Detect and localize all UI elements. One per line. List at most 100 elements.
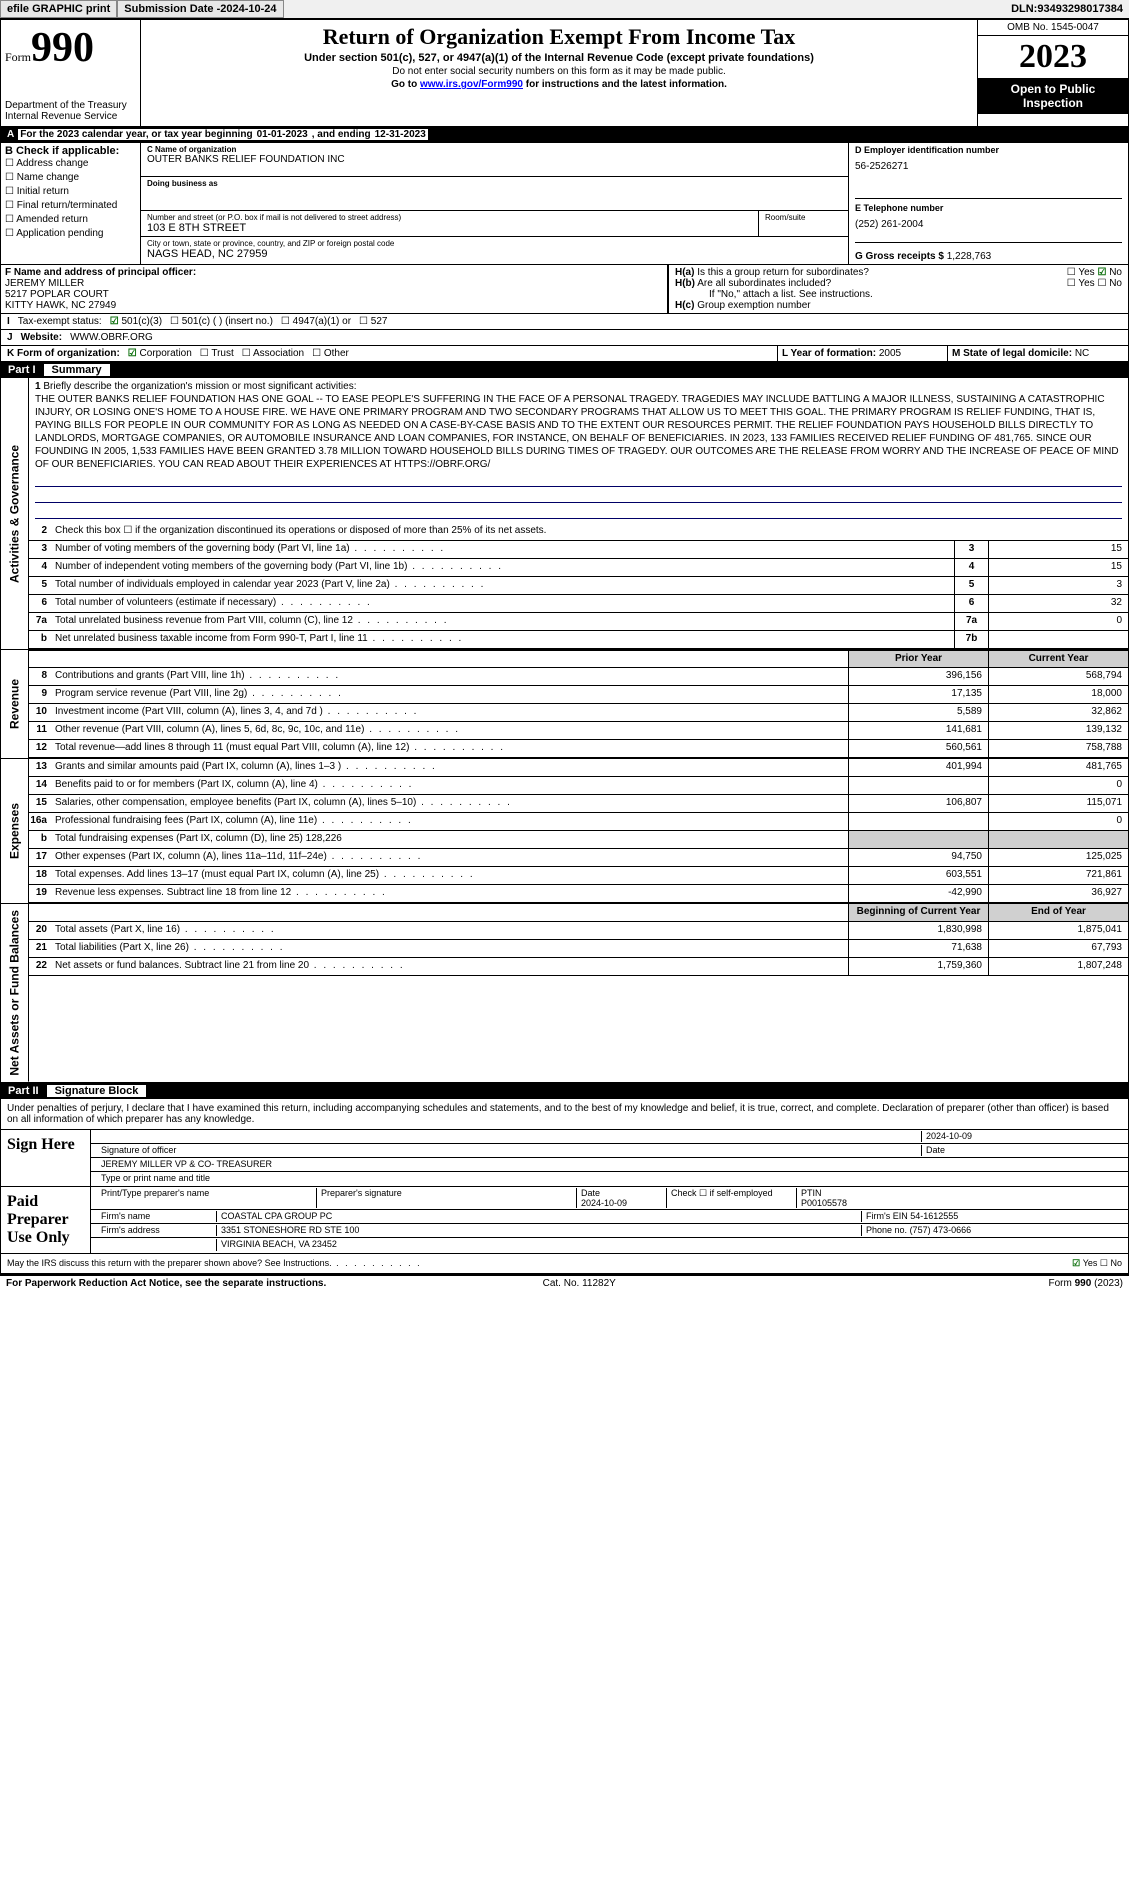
ein-value: 56-2526271 (855, 161, 1122, 172)
firm-addr-label: Firm's address (97, 1225, 217, 1236)
ck-initial-return[interactable]: Initial return (5, 185, 136, 199)
ha-yes[interactable]: Yes (1067, 267, 1095, 278)
h-a: H(a) Is this a group return for subordin… (675, 267, 1122, 278)
phone-value: (252) 261-2004 (855, 219, 1122, 230)
h-b: H(b) Are all subordinates included? Yes … (675, 278, 1122, 289)
ck-amended-return[interactable]: Amended return (5, 213, 136, 227)
line-i: I Tax-exempt status: 501(c)(3) 501(c) ( … (0, 314, 1129, 330)
ck-other[interactable]: Other (312, 348, 349, 359)
prep-date: 2024-10-09 (581, 1198, 627, 1208)
omb-number: OMB No. 1545-0047 (978, 20, 1128, 36)
page-footer: For Paperwork Reduction Act Notice, see … (0, 1275, 1129, 1291)
vtab-governance: Activities & Governance (1, 378, 29, 649)
discuss-preparer: May the IRS discuss this return with the… (7, 1258, 422, 1269)
sig-officer-label: Signature of officer (97, 1145, 922, 1156)
hb-no[interactable]: No (1097, 278, 1122, 289)
org-name-box: C Name of organizationOUTER BANKS RELIEF… (141, 143, 848, 177)
sign-here-label: Sign Here (1, 1130, 91, 1186)
year-formation: 2005 (879, 348, 901, 359)
ha-no[interactable]: No (1097, 267, 1122, 278)
cat-no: Cat. No. 11282Y (543, 1278, 616, 1289)
hdr-current-year: Current Year (988, 651, 1128, 667)
form-subtitle: Under section 501(c), 527, or 4947(a)(1)… (149, 52, 969, 64)
ck-name-change[interactable]: Name change (5, 171, 136, 185)
ck-4947[interactable]: 4947(a)(1) or (281, 316, 351, 327)
ck-association[interactable]: Association (242, 348, 304, 359)
form-title: Return of Organization Exempt From Incom… (149, 24, 969, 50)
section-fh: F Name and address of principal officer:… (0, 265, 1129, 314)
ein-label: D Employer identification number (855, 145, 1122, 155)
signature-block: Under penalties of perjury, I declare th… (0, 1099, 1129, 1275)
org-name: OUTER BANKS RELIEF FOUNDATION INC (147, 154, 842, 165)
addr-label: Number and street (or P.O. box if mail i… (147, 213, 752, 222)
form-header: Form990 Department of the Treasury Inter… (0, 19, 1129, 127)
date-label: Date (922, 1145, 1122, 1156)
h-c: H(c) Group exemption number (675, 300, 1122, 311)
b-label: B Check if applicable: (5, 145, 119, 157)
ck-trust[interactable]: Trust (200, 348, 234, 359)
sig-date: 2024-10-09 (922, 1131, 1122, 1142)
officer-addr2: KITTY HAWK, NC 27949 (5, 300, 116, 311)
hdr-begin-year: Beginning of Current Year (848, 904, 988, 921)
prep-sig-label: Preparer's signature (317, 1188, 577, 1208)
city-label: City or town, state or province, country… (147, 239, 842, 248)
state-domicile: NC (1075, 348, 1089, 359)
paid-preparer-label: Paid Preparer Use Only (1, 1187, 91, 1253)
ck-address-change[interactable]: Address change (5, 157, 136, 171)
part2-header: Part IISignature Block (0, 1083, 1129, 1099)
vtab-netassets: Net Assets or Fund Balances (1, 904, 29, 1082)
summary-netassets: Net Assets or Fund Balances Beginning of… (0, 904, 1129, 1083)
ck-501c3[interactable]: 501(c)(3) (110, 316, 162, 327)
gross-receipts-value: 1,228,763 (947, 251, 992, 262)
hb-yes[interactable]: Yes (1067, 278, 1095, 289)
room-suite: Room/suite (758, 211, 848, 236)
ck-527[interactable]: 527 (359, 316, 387, 327)
firm-ein: 54-1612555 (910, 1211, 958, 1221)
city-state-zip: NAGS HEAD, NC 27959 (147, 248, 842, 260)
firm-addr1: 3351 STONESHORE RD STE 100 (217, 1225, 862, 1236)
firm-name: COASTAL CPA GROUP PC (217, 1211, 862, 1222)
ck-501c[interactable]: 501(c) ( ) (insert no.) (170, 316, 273, 327)
section-b: B Check if applicable: Address change Na… (1, 143, 141, 264)
ck-application-pending[interactable]: Application pending (5, 227, 136, 241)
submission-date-button[interactable]: Submission Date - 2024-10-24 (117, 0, 283, 18)
officer-name: JEREMY MILLER (5, 278, 84, 289)
open-to-public: Open to Public Inspection (978, 78, 1128, 114)
topbar: efile GRAPHIC print Submission Date - 20… (0, 0, 1129, 19)
mission-text: THE OUTER BANKS RELIEF FOUNDATION HAS ON… (35, 394, 1119, 470)
submission-date: 2024-10-24 (220, 3, 276, 15)
vtab-expenses: Expenses (1, 759, 29, 903)
summary-governance: Activities & Governance 1 Briefly descri… (0, 378, 1129, 650)
gross-receipts-label: G Gross receipts $ (855, 251, 947, 262)
section-bcdeg: B Check if applicable: Address change Na… (0, 143, 1129, 265)
form-ref: Form 990 (2023) (1049, 1278, 1123, 1289)
instructions-note: Go to www.irs.gov/Form990 for instructio… (149, 79, 969, 90)
efile-print-button[interactable]: efile GRAPHIC print (0, 0, 117, 18)
officer-addr1: 5217 POPLAR COURT (5, 289, 109, 300)
self-employed-check[interactable]: Check ☐ if self-employed (667, 1188, 797, 1208)
hdr-end-year: End of Year (988, 904, 1128, 921)
prep-name-label: Print/Type preparer's name (97, 1188, 317, 1208)
officer-label: F Name and address of principal officer: (5, 267, 196, 278)
tax-year: 2023 (978, 36, 1128, 78)
ck-corporation[interactable]: Corporation (128, 348, 192, 359)
phone-label: E Telephone number (855, 203, 1122, 213)
part1-header: Part ISummary (0, 362, 1129, 378)
hb-note: If "No," attach a list. See instructions… (675, 289, 1122, 300)
line-j: J Website: WWW.OBRF.ORG (0, 330, 1129, 346)
vtab-revenue: Revenue (1, 650, 29, 758)
discuss-yes[interactable]: Yes (1072, 1258, 1097, 1268)
ssn-note: Do not enter social security numbers on … (149, 66, 969, 77)
ptin-value: P00105578 (801, 1198, 847, 1208)
dln: DLN: 93493298017384 (1005, 0, 1129, 18)
line-a: A For the 2023 calendar year, or tax yea… (0, 127, 1129, 143)
dba-box: Doing business as (141, 177, 848, 211)
summary-expenses: Expenses 13Grants and similar amounts pa… (0, 759, 1129, 904)
line-klm: K Form of organization: Corporation Trus… (0, 346, 1129, 362)
mission-label: Briefly describe the organization's miss… (43, 381, 356, 392)
discuss-no[interactable]: No (1100, 1258, 1122, 1268)
ck-final-return[interactable]: Final return/terminated (5, 199, 136, 213)
firm-name-label: Firm's name (97, 1211, 217, 1222)
irs-link[interactable]: www.irs.gov/Form990 (420, 79, 523, 90)
perjury-declaration: Under penalties of perjury, I declare th… (1, 1099, 1128, 1129)
